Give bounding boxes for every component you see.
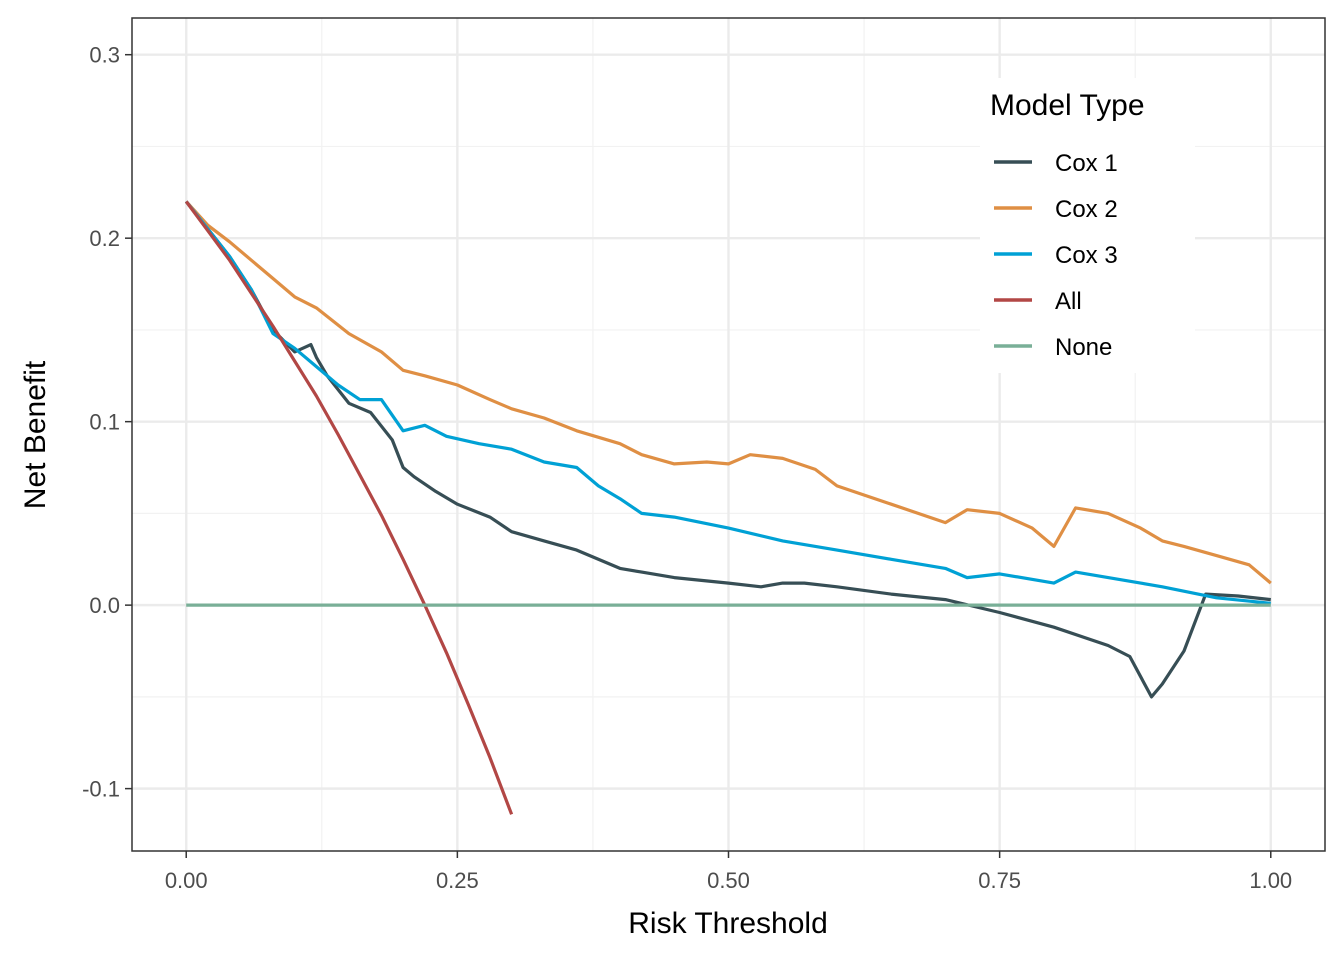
x-tick-label: 0.75	[978, 868, 1021, 893]
legend-label-cox-1: Cox 1	[1055, 150, 1118, 177]
legend-background	[980, 78, 1195, 373]
series-line-cox-1	[184, 200, 1271, 699]
legend-label-cox-2: Cox 2	[1055, 196, 1118, 223]
x-tick-label: 0.00	[165, 868, 208, 893]
x-axis-title: Risk Threshold	[628, 907, 828, 940]
series-line-all	[184, 200, 514, 815]
x-axis: 0.00 0.25 0.50 0.75 1.00	[165, 851, 1292, 893]
x-tick-label: 0.50	[707, 868, 750, 893]
legend-title: Model Type	[990, 89, 1145, 122]
y-axis-title: Net Benefit	[19, 360, 52, 509]
legend-label-none: None	[1055, 334, 1112, 361]
y-tick-label: 0.3	[89, 43, 120, 68]
series-line-cox-3	[184, 200, 1271, 605]
series-line-cox-2	[185, 200, 1272, 585]
x-tick-label: 0.25	[436, 868, 479, 893]
y-tick-label: 0.2	[89, 226, 120, 251]
legend-entries: Cox 1 Cox 2 Cox 3 All None	[994, 150, 1118, 361]
legend-label-cox-3: Cox 3	[1055, 242, 1118, 269]
legend: Model Type Cox 1 Cox 2 Cox 3 All None	[980, 78, 1195, 373]
series-layer	[184, 200, 1272, 815]
legend-label-all: All	[1055, 288, 1082, 315]
y-axis: -0.1 0.0 0.1 0.2 0.3	[82, 43, 132, 802]
y-tick-label: 0.0	[89, 593, 120, 618]
y-tick-label: -0.1	[82, 777, 120, 802]
y-tick-label: 0.1	[89, 410, 120, 435]
x-tick-label: 1.00	[1249, 868, 1292, 893]
